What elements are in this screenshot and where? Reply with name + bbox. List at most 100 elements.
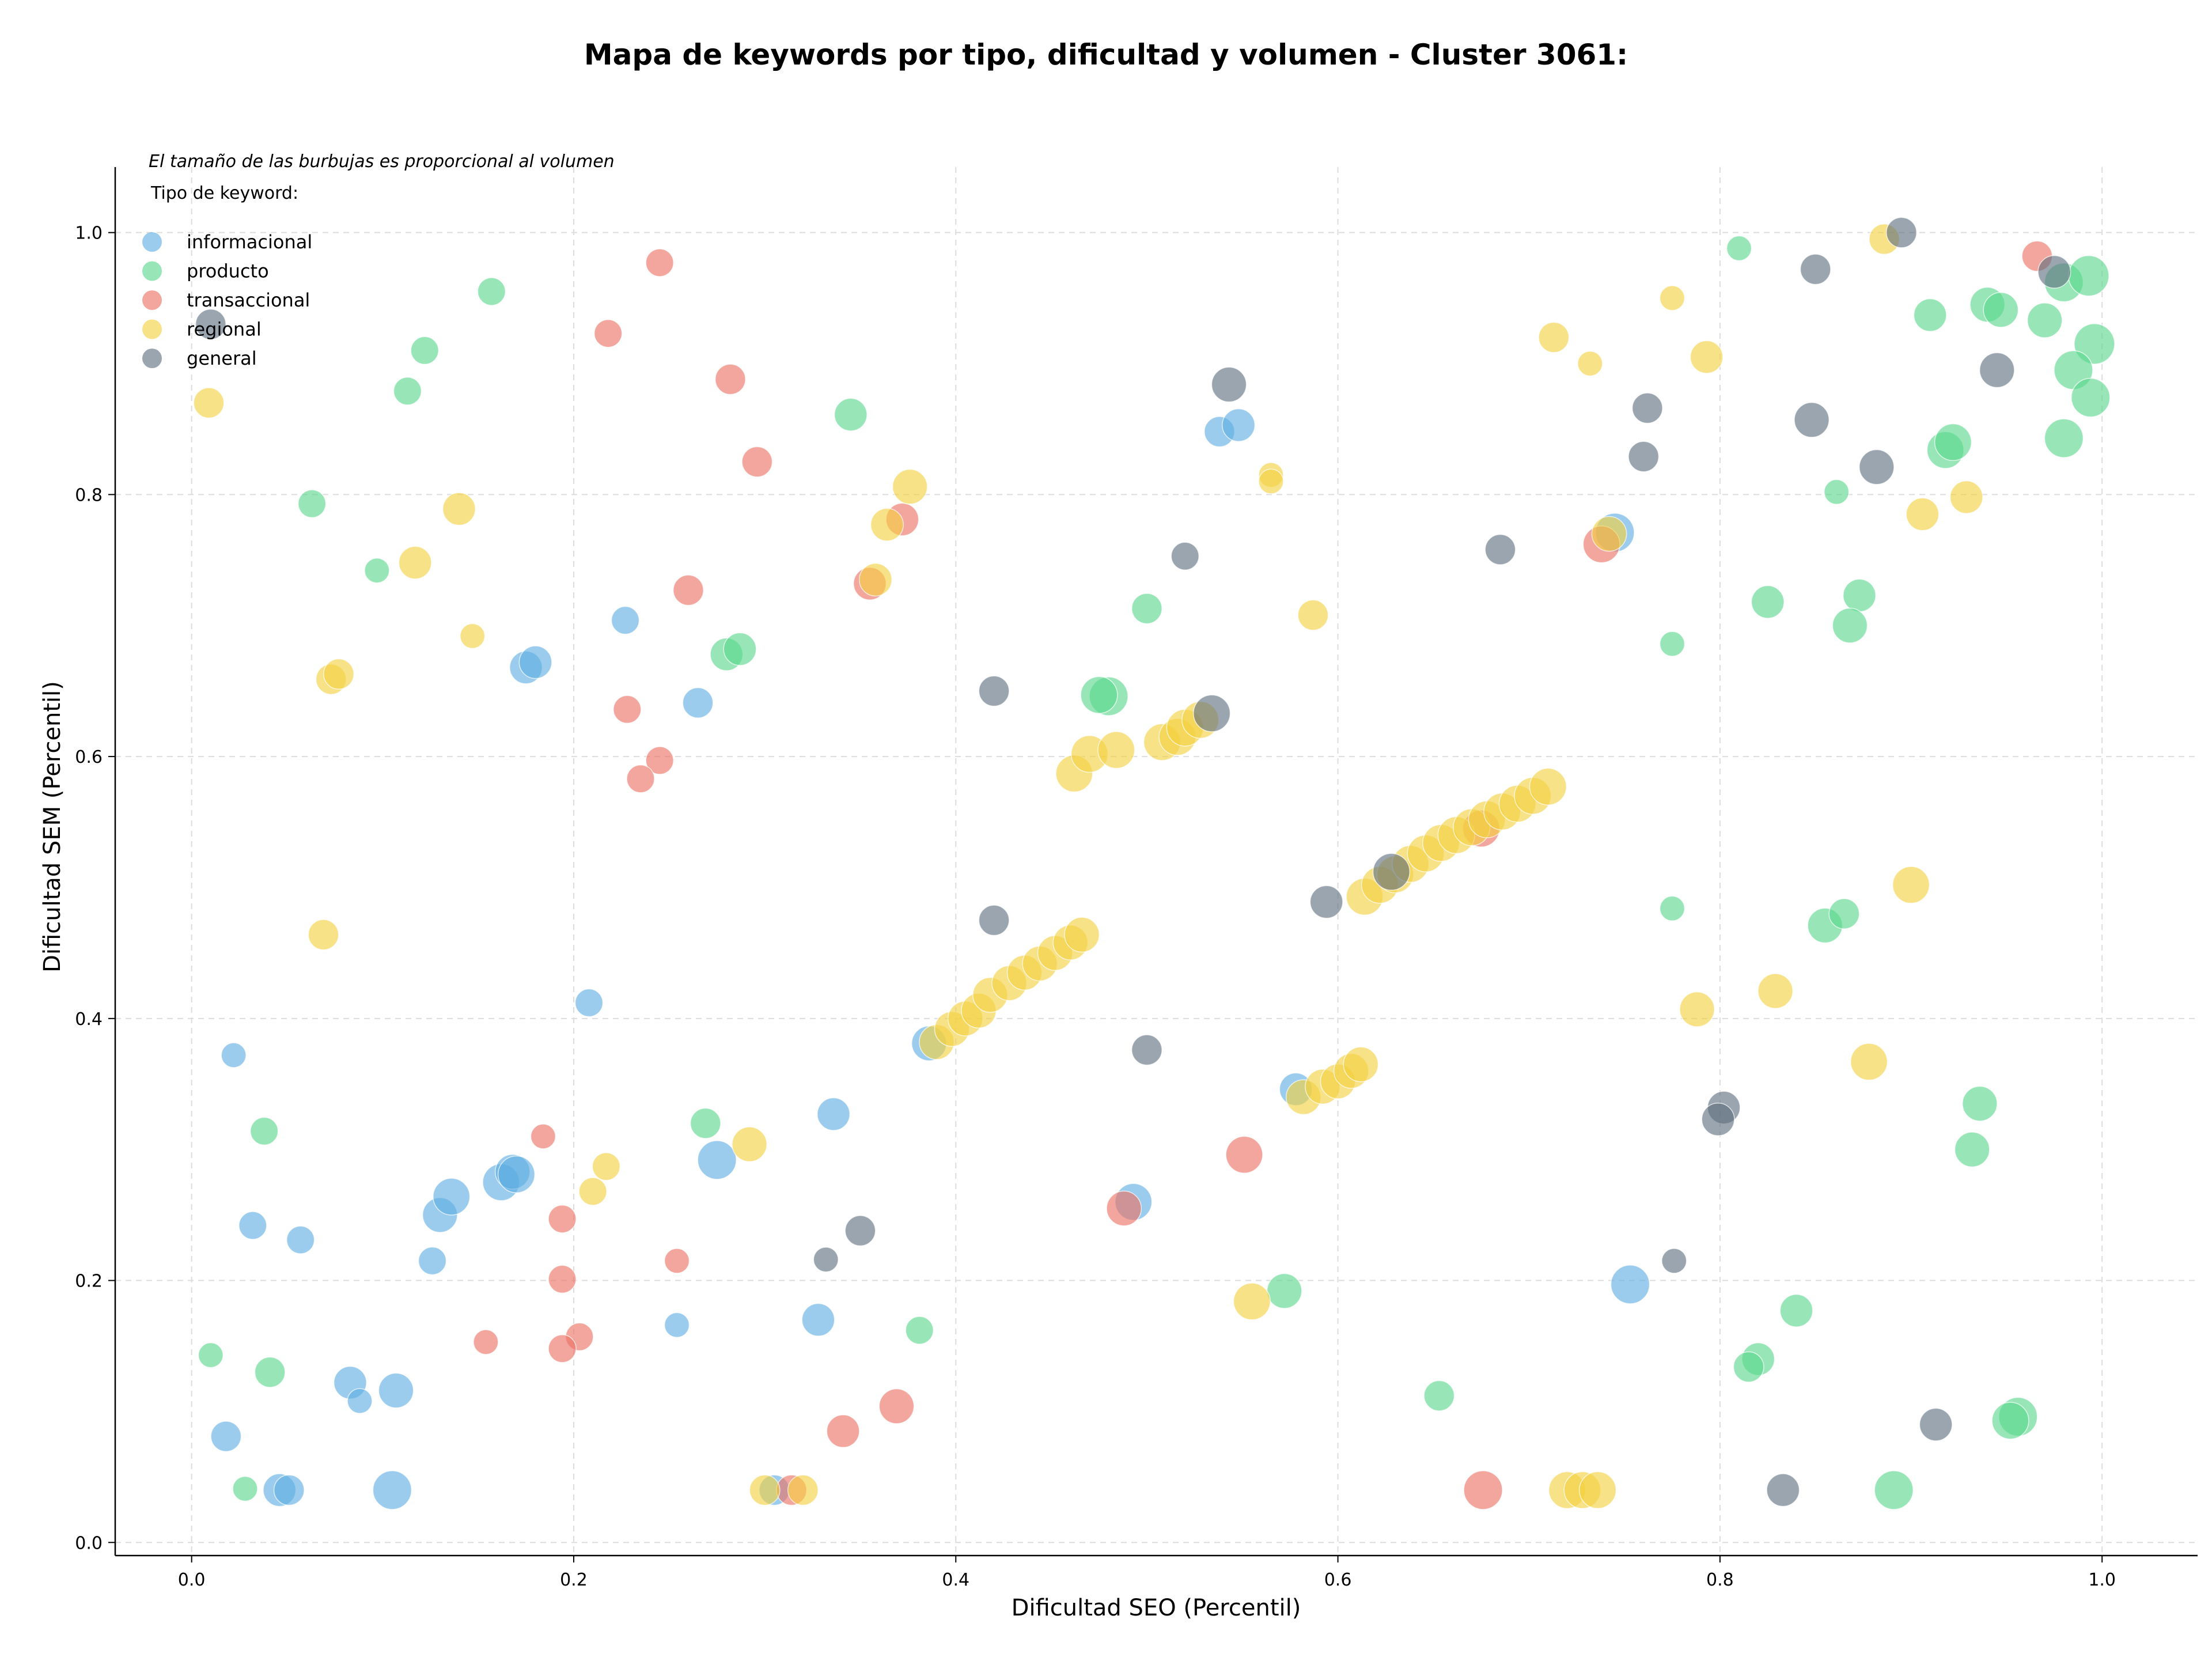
informacional-point — [497, 1155, 536, 1194]
regional-point — [1578, 1471, 1617, 1509]
producto-point — [297, 489, 327, 519]
regional-point — [1577, 350, 1603, 377]
regional-point — [1906, 497, 1940, 531]
bubble-points — [193, 217, 2115, 1510]
legend-label-producto: producto — [187, 260, 269, 282]
general-point — [1800, 253, 1831, 285]
producto-point — [1832, 607, 1868, 644]
regional-point — [732, 1126, 767, 1162]
x-tick-label: 1.0 — [2088, 1570, 2116, 1590]
informacional-point — [418, 1246, 447, 1276]
producto-point — [1983, 292, 2019, 328]
informacional-point — [664, 1312, 690, 1338]
regional-point — [1343, 1046, 1379, 1083]
informacional-point — [801, 1303, 835, 1337]
legend-marker-producto — [142, 261, 162, 281]
informacional-point — [574, 988, 604, 1017]
producto-point — [393, 377, 422, 406]
producto-point — [1266, 1273, 1302, 1309]
general-point — [1372, 853, 1411, 891]
regional-point — [578, 1177, 607, 1206]
regional-point — [1258, 468, 1284, 494]
axes — [114, 167, 2198, 1557]
informacional-point — [210, 1421, 242, 1452]
producto-point — [905, 1316, 934, 1345]
transaccional-point — [593, 319, 623, 348]
series-informacional — [210, 408, 1650, 1510]
producto-point — [1726, 235, 1752, 262]
regional-point — [1679, 992, 1715, 1027]
legend-marker-general — [142, 349, 162, 368]
general-point — [1979, 352, 2015, 388]
general-point — [1794, 402, 1830, 438]
legend-note: El tamaño de las burbujas es proporciona… — [149, 152, 615, 172]
informacional-point — [611, 606, 640, 635]
legend-label-general: general — [187, 347, 257, 369]
producto-point — [1962, 1085, 1998, 1122]
regional-point — [1064, 917, 1100, 953]
producto-point — [690, 1107, 721, 1139]
producto-point — [1823, 479, 1850, 505]
regional-point — [308, 919, 339, 951]
informacional-point — [682, 687, 714, 718]
legend-label-regional: regional — [187, 319, 262, 340]
general-point — [1628, 441, 1660, 472]
informacional-point — [286, 1225, 315, 1254]
regional-point — [1297, 599, 1329, 631]
series-regional — [193, 224, 1983, 1509]
informacional-point — [221, 1042, 247, 1068]
general-point — [1193, 694, 1231, 732]
transaccional-point — [826, 1414, 860, 1448]
producto-point — [2027, 302, 2063, 338]
informacional-point — [378, 1372, 414, 1409]
general-point — [1661, 1248, 1687, 1274]
y-tick-label: 0.2 — [75, 1272, 103, 1292]
general-point — [1131, 1034, 1162, 1066]
regional-point — [749, 1474, 781, 1506]
producto-point — [254, 1356, 286, 1388]
y-tick-label: 1.0 — [75, 224, 103, 244]
producto-point — [1659, 895, 1685, 922]
informacional-point — [433, 1178, 471, 1216]
regional-point — [1892, 866, 1930, 904]
producto-point — [1779, 1293, 1813, 1327]
producto-point — [1080, 676, 1118, 714]
transaccional-point — [626, 765, 655, 793]
transaccional-point — [548, 1204, 577, 1234]
transaccional-point — [645, 248, 674, 277]
regional-point — [1949, 480, 1983, 514]
informacional-point — [238, 1211, 267, 1240]
producto-point — [232, 1475, 258, 1502]
regional-point — [1659, 285, 1685, 311]
producto-point — [1828, 898, 1860, 929]
y-tick-label: 0.4 — [75, 1009, 103, 1030]
informacional-point — [1222, 408, 1256, 442]
producto-point — [723, 632, 757, 666]
transaccional-point — [741, 446, 773, 478]
transaccional-point — [613, 695, 642, 724]
general-point — [195, 308, 226, 340]
general-point — [844, 1215, 876, 1247]
regional-point — [442, 492, 476, 526]
regional-point — [1690, 340, 1724, 374]
producto-point — [1954, 1132, 1990, 1168]
producto-point — [1842, 578, 1876, 612]
general-point — [978, 905, 1010, 936]
grid — [115, 167, 2198, 1556]
general-point — [1211, 366, 1247, 403]
producto-point — [2071, 377, 2111, 418]
transaccional-point — [1106, 1190, 1142, 1227]
informacional-point — [816, 1097, 851, 1131]
general-point — [1484, 534, 1516, 565]
producto-point — [834, 398, 868, 432]
producto-point — [2044, 418, 2084, 458]
general-point — [1885, 217, 1917, 248]
legend-label-transaccional: transaccional — [187, 289, 310, 311]
producto-point — [477, 277, 506, 306]
legend: El tamaño de las burbujas es proporciona… — [142, 152, 615, 369]
informacional-point — [518, 645, 552, 679]
transaccional-point — [664, 1248, 690, 1274]
y-tick-label: 0.0 — [75, 1533, 103, 1553]
x-tick-label: 0.0 — [178, 1570, 206, 1590]
regional-point — [1850, 1043, 1888, 1081]
